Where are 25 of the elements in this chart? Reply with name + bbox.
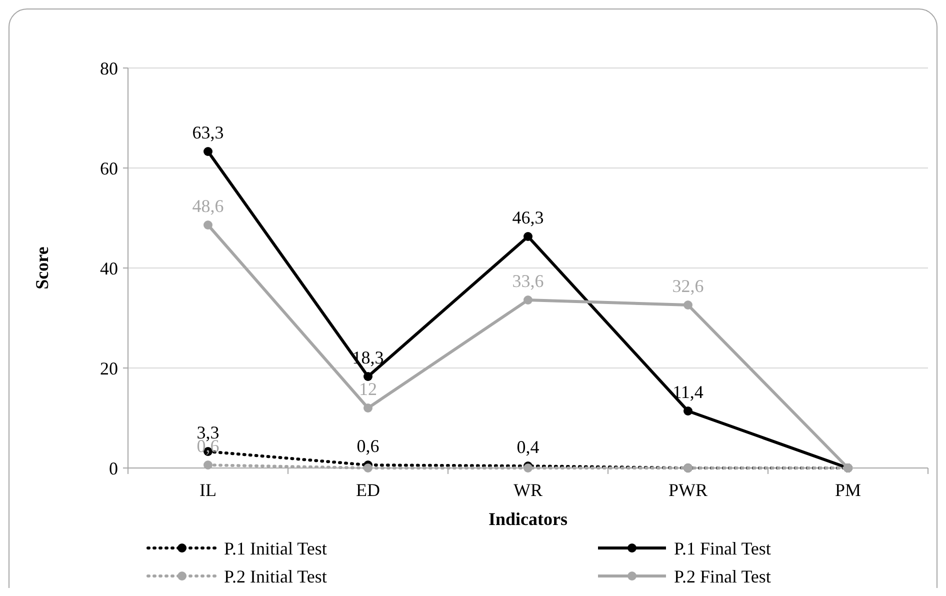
x-tick-label: ED (356, 480, 380, 500)
data-label: 0,6 (356, 436, 380, 456)
data-label: 12 (359, 379, 377, 399)
data-label: 48,6 (192, 196, 224, 216)
x-tick-label: PWR (668, 480, 708, 500)
data-label: 11,4 (672, 382, 704, 402)
y-tick-label: 0 (109, 458, 118, 478)
x-tick-label: IL (200, 480, 216, 500)
y-tick-label: 60 (100, 158, 118, 178)
legend-label: P.2 Final Test (674, 566, 771, 586)
legend-label: P.1 Final Test (674, 538, 771, 558)
legend-label: P.1 Initial Test (224, 538, 327, 558)
x-tick-label: PM (834, 480, 862, 500)
data-label: 46,3 (512, 208, 544, 228)
y-axis-title: Score (32, 246, 52, 290)
data-label: 0,4 (516, 437, 540, 457)
y-tick-label: 40 (100, 258, 118, 278)
y-tick-label: 80 (100, 58, 118, 78)
y-tick-label: 20 (100, 358, 118, 378)
legend-label: P.2 Initial Test (224, 566, 327, 586)
data-label: 33,6 (512, 271, 544, 291)
data-label: 32,6 (672, 276, 704, 296)
data-label: 63,3 (192, 122, 224, 142)
x-tick-label: WR (514, 480, 542, 500)
x-axis-title: Indicators (488, 509, 568, 529)
